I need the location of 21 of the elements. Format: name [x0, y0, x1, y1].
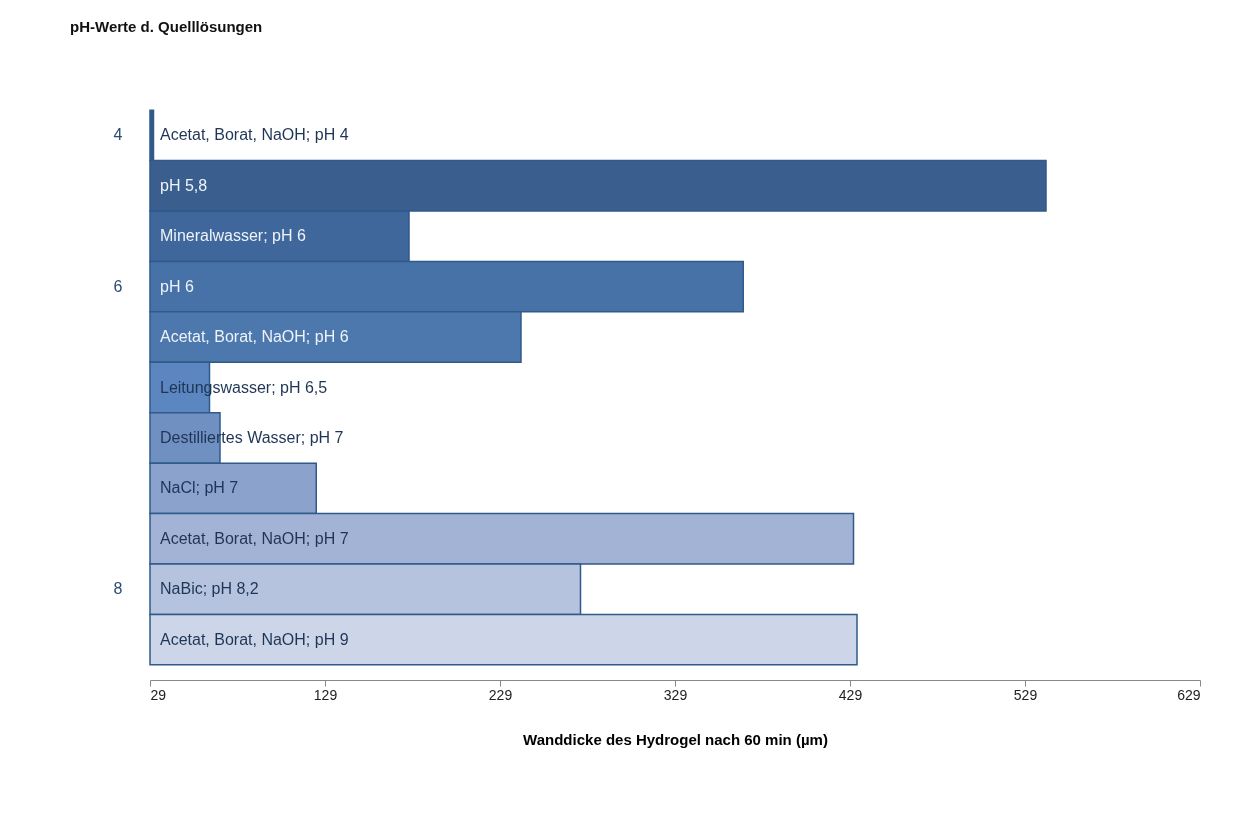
x-tick-label: 229 — [488, 686, 513, 703]
x-tick-label: 629 — [1177, 686, 1201, 703]
text: 6 — [113, 277, 123, 295]
y-tick-label: Mineralwasser; pH 6 — [160, 227, 306, 245]
x-tick-label: 29 — [150, 686, 167, 703]
text: 8 — [113, 580, 123, 598]
y-axis-title: pH-Werte d. Quelllösungen — [70, 18, 263, 35]
y-tick-label: NaBic; pH 8,2 — [160, 580, 259, 598]
y-tick-label: Acetat, Borat, NaOH; pH 4 — [160, 126, 349, 144]
y-tick-label: Acetat, Borat, NaOH; pH 9 — [160, 630, 349, 648]
y-tick-label: Acetat, Borat, NaOH; pH 7 — [160, 529, 349, 547]
x-tick-label: 529 — [1013, 686, 1038, 703]
y-tick-label: NaCl; pH 7 — [160, 479, 239, 497]
x-tick-label: 429 — [838, 686, 863, 703]
x-axis-title: Wanddicke des Hydrogel nach 60 min (µm) — [523, 730, 828, 748]
y-tick-label: pH 5,8 — [160, 176, 208, 194]
text: 4 — [113, 126, 123, 144]
x-tick-label: 129 — [313, 686, 338, 703]
x-tick-label: 329 — [663, 686, 688, 703]
y-tick-label: Acetat, Borat, NaOH; pH 6 — [160, 328, 349, 346]
y-tick-label: pH 6 — [160, 277, 194, 295]
